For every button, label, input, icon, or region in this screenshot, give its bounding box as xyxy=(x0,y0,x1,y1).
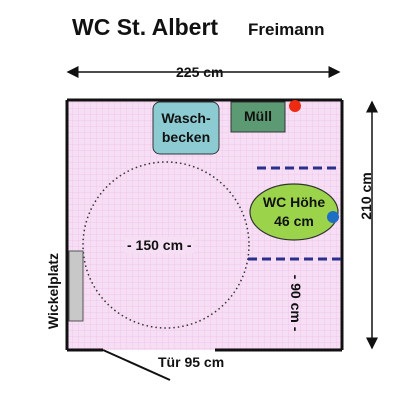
depth-label: 210 cm xyxy=(358,172,374,220)
red-marker xyxy=(289,100,301,112)
turning-circle xyxy=(82,161,250,329)
door-leaf xyxy=(102,349,171,381)
width-label: 225 cm xyxy=(176,64,224,80)
door-label: Tür 95 cm xyxy=(158,354,225,370)
toilet-label: WC Höhe 46 cm xyxy=(250,193,338,231)
turning-circle-label: - 150 cm - xyxy=(125,237,194,253)
sink-label-line2: becken xyxy=(161,129,211,145)
waste-bin xyxy=(230,101,286,133)
changing-table-label: Wickelplatz xyxy=(45,252,61,330)
sink xyxy=(152,101,220,155)
toilet xyxy=(249,183,339,241)
sink-label-line1: Wasch- xyxy=(161,110,211,126)
bin-label: Müll xyxy=(244,108,272,124)
side-gap-label: - 90 cm - xyxy=(288,274,304,332)
flush-button xyxy=(327,211,339,223)
toilet-label-line2: 46 cm xyxy=(274,213,314,229)
sink-label: Wasch- becken xyxy=(153,109,219,147)
plan-subtitle: Freimann xyxy=(248,20,325,39)
toilet-label-line1: WC Höhe xyxy=(262,194,326,210)
changing-table xyxy=(68,250,84,322)
room-walls xyxy=(65,98,344,352)
plan-title: WC St. Albert xyxy=(72,14,219,40)
